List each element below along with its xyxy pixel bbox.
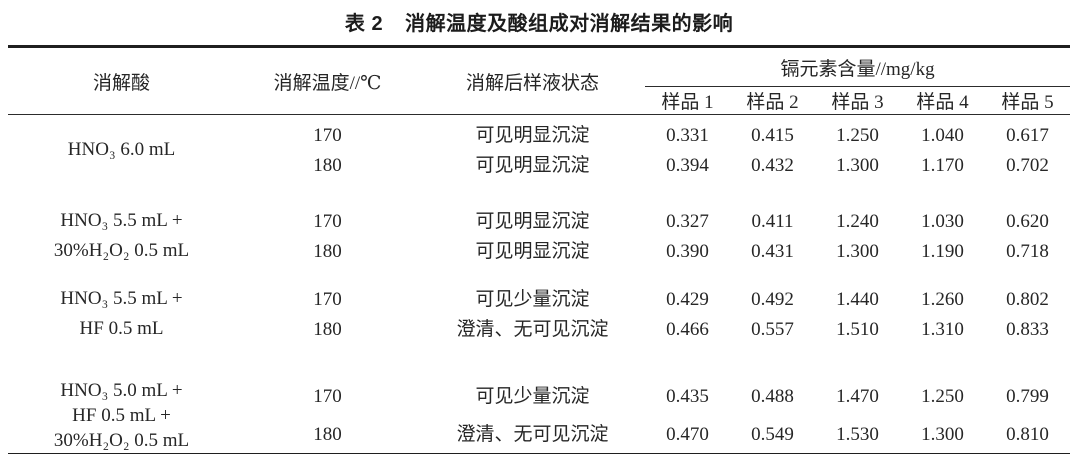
value-cell: 0.492 xyxy=(751,288,794,310)
value-cell: 0.331 xyxy=(666,124,709,146)
digestion-results-table: 消解酸 消解温度//℃ 消解后样液状态 镉元素含量//mg/kg 样品 1 样品… xyxy=(8,45,1071,454)
value-cell: 0.617 xyxy=(1006,124,1049,146)
value-cell: 0.327 xyxy=(666,210,709,232)
value-cell: 1.040 xyxy=(921,124,964,146)
table-row: HNO₃ 6.0 mL 170 可见明显沉淀 0.331 0.415 1.250 1.040… xyxy=(8,120,1070,161)
state-cell: 可见明显沉淀 xyxy=(475,124,590,146)
value-cell: 0.718 xyxy=(1006,240,1049,262)
state-cell: 可见明显沉淀 xyxy=(475,154,590,176)
table-row: HNO₃ 5.5 mL + HF 0.5 mL 170 可见少量沉淀 0.429 0.49… xyxy=(8,284,1070,339)
value-cell: 1.240 xyxy=(836,210,879,232)
value-cell: 1.300 xyxy=(836,154,879,176)
header-sample-2: 样品 2 xyxy=(730,86,815,115)
value-cell: 1.170 xyxy=(921,154,964,176)
value-cell: 1.250 xyxy=(921,386,964,408)
value-cell: 0.415 xyxy=(751,124,794,146)
value-cell: 0.810 xyxy=(1006,423,1049,445)
value-cell: 0.833 xyxy=(1006,318,1049,340)
acid-line: HF 0.5 mL xyxy=(79,318,164,339)
header-sample-1: 样品 1 xyxy=(645,86,730,115)
table-caption-text: 消解温度及酸组成对消解结果的影响 xyxy=(405,13,734,35)
group-spacer-row xyxy=(8,344,1070,378)
temperature-cell: 180 xyxy=(313,154,342,176)
value-cell: 0.802 xyxy=(1006,288,1049,310)
value-cell: 0.488 xyxy=(751,386,794,408)
state-cell: 可见少量沉淀 xyxy=(475,386,590,408)
acid-line: HNO₃ 5.5 mL + xyxy=(60,210,183,231)
acid-line: HF 0.5 mL + xyxy=(72,405,171,426)
table-row: 180 可见明显沉淀 0.390 0.431 1.300 1.190 0.718 xyxy=(8,236,1070,266)
value-cell: 0.549 xyxy=(751,423,794,445)
state-cell: 澄清、无可见沉淀 xyxy=(456,318,609,340)
table-body: HNO₃ 6.0 mL 170 可见明显沉淀 0.331 0.415 1.250 1.040… xyxy=(8,115,1070,454)
value-cell: 1.470 xyxy=(836,386,879,408)
value-cell: 1.030 xyxy=(921,210,964,232)
header-sample-5: 样品 5 xyxy=(985,86,1071,115)
value-cell: 1.250 xyxy=(836,124,879,146)
value-cell: 0.411 xyxy=(751,210,794,232)
table-row: HNO₃ 5.0 mL + HF 0.5 mL + 30%H₂O₂ 0.5 mL 17… xyxy=(8,378,1070,451)
value-cell: 1.300 xyxy=(836,240,879,262)
acid-line: 30%H₂O₂ 0.5 mL xyxy=(53,430,190,451)
value-cell: 1.510 xyxy=(836,318,879,340)
temperature-cell: 170 xyxy=(313,210,342,232)
value-cell: 0.432 xyxy=(751,154,794,176)
value-cell: 0.470 xyxy=(666,423,709,445)
value-cell: 0.435 xyxy=(666,386,709,408)
state-cell: 可见明显沉淀 xyxy=(475,240,590,262)
header-cadmium-content: 镉元素含量//mg/kg xyxy=(645,46,1071,87)
header-acid: 消解酸 xyxy=(8,46,235,115)
header-temperature: 消解温度//℃ xyxy=(235,46,420,115)
table-row: 180 可见明显沉淀 0.394 0.432 1.300 1.170 0.702 xyxy=(8,150,1070,180)
value-cell: 1.310 xyxy=(921,318,964,340)
value-cell: 0.557 xyxy=(751,318,794,340)
value-cell: 1.260 xyxy=(921,288,964,310)
value-cell: 1.530 xyxy=(836,423,879,445)
state-cell: 可见明显沉淀 xyxy=(475,210,590,232)
temperature-cell: 180 xyxy=(313,318,342,340)
temperature-cell: 170 xyxy=(313,288,342,310)
state-cell: 可见少量沉淀 xyxy=(475,288,590,310)
acid-cell: HNO₃ 6.0 mL xyxy=(8,120,235,180)
value-cell: 0.466 xyxy=(666,318,709,340)
acid-line: HNO₃ 6.0 mL xyxy=(67,139,176,160)
temperature-cell: 180 xyxy=(313,240,342,262)
group-spacer xyxy=(8,180,1070,206)
group-spacer-row xyxy=(8,266,1070,284)
header-sample-4: 样品 4 xyxy=(900,86,985,115)
table-header: 消解酸 消解温度//℃ 消解后样液状态 镉元素含量//mg/kg 样品 1 样品… xyxy=(8,46,1071,115)
acid-line: HNO₃ 5.5 mL + xyxy=(60,288,183,309)
value-cell: 1.300 xyxy=(921,423,964,445)
table-caption: 表 2 消解温度及酸组成对消解结果的影响 xyxy=(0,7,1078,36)
acid-line: 30%H₂O₂ 0.5 mL xyxy=(53,240,190,261)
table-caption-label: 表 2 xyxy=(344,13,384,35)
acid-line: HNO₃ 5.0 mL + xyxy=(60,380,183,401)
state-cell: 澄清、无可见沉淀 xyxy=(456,423,609,445)
table-row: 180 澄清、无可见沉淀 0.466 0.557 1.510 1.310 0.833 xyxy=(8,314,1070,344)
temperature-cell: 170 xyxy=(313,386,342,408)
group-spacer xyxy=(8,266,1070,284)
acid-cell: HNO₃ 5.5 mL + HF 0.5 mL xyxy=(8,284,235,344)
value-cell: 0.702 xyxy=(1006,154,1049,176)
value-cell: 0.394 xyxy=(666,154,709,176)
value-cell: 1.190 xyxy=(921,240,964,262)
value-cell: 0.431 xyxy=(751,240,794,262)
header-state: 消解后样液状态 xyxy=(420,46,645,115)
group-spacer xyxy=(8,344,1070,378)
value-cell: 0.620 xyxy=(1006,210,1049,232)
acid-cell: HNO₃ 5.0 mL + HF 0.5 mL + 30%H₂O₂ 0.5 mL xyxy=(8,378,235,454)
table-row: 180 澄清、无可见沉淀 0.470 0.549 1.530 1.300 0.810 xyxy=(8,415,1070,454)
group-spacer-row xyxy=(8,180,1070,206)
acid-cell: HNO₃ 5.5 mL + 30%H₂O₂ 0.5 mL xyxy=(8,206,235,266)
value-cell: 1.440 xyxy=(836,288,879,310)
table-row: HNO₃ 5.5 mL + 30%H₂O₂ 0.5 mL 170 可见明显沉淀 0.32… xyxy=(8,206,1070,261)
value-cell: 0.429 xyxy=(666,288,709,310)
temperature-cell: 170 xyxy=(313,124,342,146)
header-sample-3: 样品 3 xyxy=(815,86,900,115)
value-cell: 0.799 xyxy=(1006,386,1049,408)
value-cell: 0.390 xyxy=(666,240,709,262)
temperature-cell: 180 xyxy=(313,423,342,445)
